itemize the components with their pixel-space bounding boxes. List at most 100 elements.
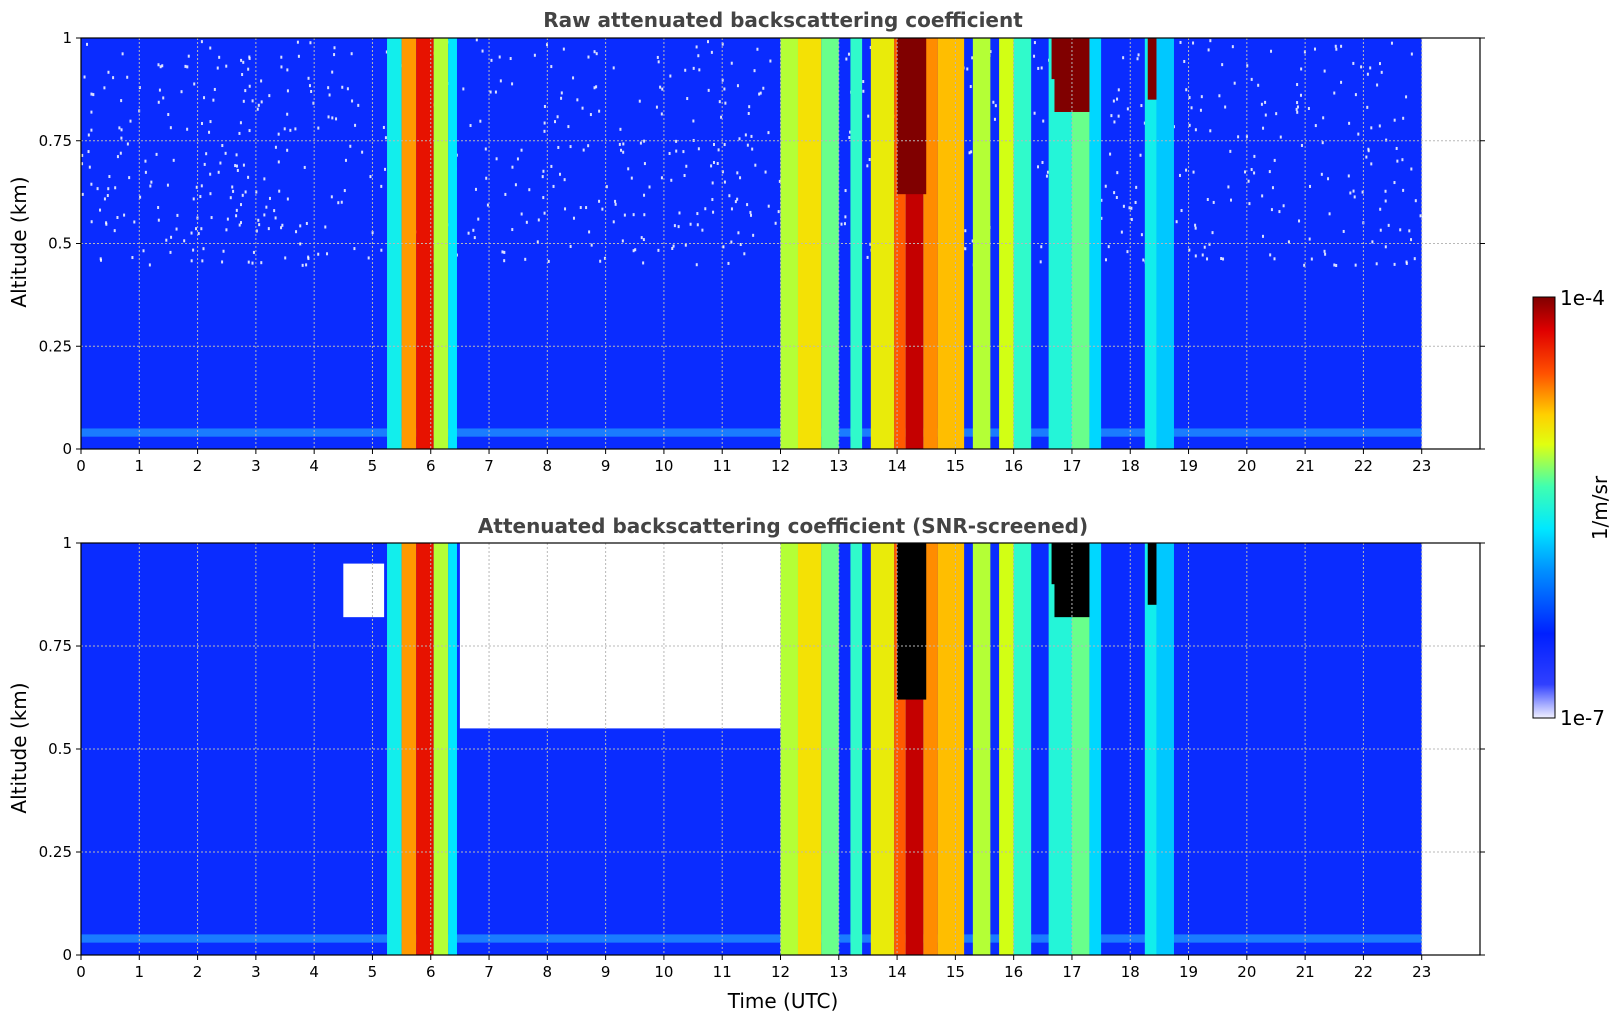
noise-speck: [225, 64, 228, 68]
y-tick-label: 0.5: [48, 235, 72, 253]
noise-speck: [718, 100, 721, 104]
noise-speck: [260, 261, 263, 265]
noise-speck: [277, 132, 280, 136]
noise-speck: [183, 239, 186, 243]
noise-speck: [107, 70, 110, 74]
x-tick-label: 6: [426, 457, 436, 475]
noise-speck: [380, 248, 383, 252]
noise-speck: [1185, 88, 1188, 92]
y-tick-label: 0.25: [39, 337, 72, 355]
noise-speck: [614, 202, 617, 206]
noise-speck: [1371, 240, 1374, 244]
feature-column: [1051, 543, 1064, 585]
noise-speck: [692, 119, 695, 123]
noise-speck: [202, 247, 205, 251]
feature-column: [897, 543, 927, 700]
noise-speck: [721, 170, 724, 174]
y-tick-label: 0: [62, 946, 72, 964]
noise-speck: [286, 68, 289, 72]
noise-speck: [258, 223, 261, 227]
noise-speck: [139, 195, 142, 199]
noise-speck: [81, 192, 84, 196]
noise-speck: [247, 175, 250, 179]
noise-speck: [736, 171, 739, 175]
noise-speck: [126, 75, 129, 79]
noise-speck: [192, 248, 195, 252]
noise-speck: [749, 210, 752, 214]
noise-speck: [217, 170, 220, 174]
noise-speck: [503, 250, 506, 254]
noise-speck: [845, 57, 848, 61]
noise-speck: [138, 86, 141, 90]
noise-speck: [1352, 61, 1355, 65]
noise-speck: [598, 199, 601, 203]
noise-speck: [1250, 168, 1253, 172]
noise-speck: [1126, 250, 1129, 254]
noise-speck: [739, 243, 742, 247]
noise-speck: [971, 239, 974, 243]
noise-speck: [280, 55, 283, 59]
noise-speck: [601, 207, 604, 211]
noise-speck: [1140, 104, 1143, 108]
noise-speck: [477, 217, 480, 221]
noise-speck: [563, 178, 566, 182]
noise-speck: [712, 161, 715, 165]
noise-speck: [1273, 257, 1276, 261]
noise-speck: [248, 84, 251, 88]
noise-speck: [197, 232, 200, 236]
feature-column: [1089, 38, 1102, 449]
noise-speck: [582, 148, 585, 152]
noise-speck: [219, 161, 222, 165]
noise-speck: [280, 226, 283, 230]
noise-speck: [1112, 99, 1115, 103]
noise-speck: [706, 40, 709, 44]
noise-speck: [1045, 174, 1048, 178]
feature-column: [1147, 543, 1157, 605]
noise-speck: [567, 125, 570, 129]
noise-speck: [273, 209, 276, 213]
noise-speck: [337, 201, 340, 205]
noise-speck: [593, 86, 596, 90]
noise-speck: [305, 221, 308, 225]
noise-speck: [1192, 41, 1195, 45]
noise-speck: [268, 196, 271, 200]
noise-speck: [587, 144, 590, 148]
noise-speck: [190, 259, 193, 263]
noise-speck: [1310, 257, 1313, 261]
noise-speck: [844, 215, 847, 219]
feature-column: [894, 38, 906, 449]
noise-speck: [1230, 198, 1233, 202]
noise-speck: [710, 50, 713, 54]
noise-speck: [862, 89, 865, 93]
noise-speck: [1268, 170, 1271, 174]
noise-speck: [739, 176, 742, 180]
x-tick-label: 8: [543, 457, 553, 475]
noise-speck: [1245, 134, 1248, 138]
noise-speck: [1335, 264, 1338, 268]
noise-speck: [498, 55, 501, 59]
noise-speck: [710, 164, 713, 168]
noise-speck: [1376, 83, 1379, 87]
x-tick-label: 18: [1121, 963, 1140, 981]
noise-speck: [552, 184, 555, 188]
y-tick-label: 1: [62, 534, 72, 552]
noise-speck: [225, 228, 228, 232]
noise-speck: [120, 99, 123, 103]
noise-speck: [1357, 132, 1360, 136]
noise-speck: [627, 167, 630, 171]
noise-speck: [490, 58, 493, 62]
noise-speck: [678, 211, 681, 215]
noise-speck: [1109, 152, 1112, 156]
noise-speck: [1401, 158, 1404, 162]
noise-speck: [1201, 253, 1204, 257]
noise-speck: [473, 236, 476, 240]
noise-speck: [1320, 172, 1323, 176]
x-tick-label: 12: [771, 457, 790, 475]
noise-speck: [723, 180, 726, 184]
colorbar-min-label: 1e-7: [1560, 706, 1605, 730]
x-tick-label: 4: [309, 457, 319, 475]
noise-speck: [712, 142, 715, 146]
noise-speck: [83, 75, 86, 79]
noise-speck: [728, 194, 731, 198]
